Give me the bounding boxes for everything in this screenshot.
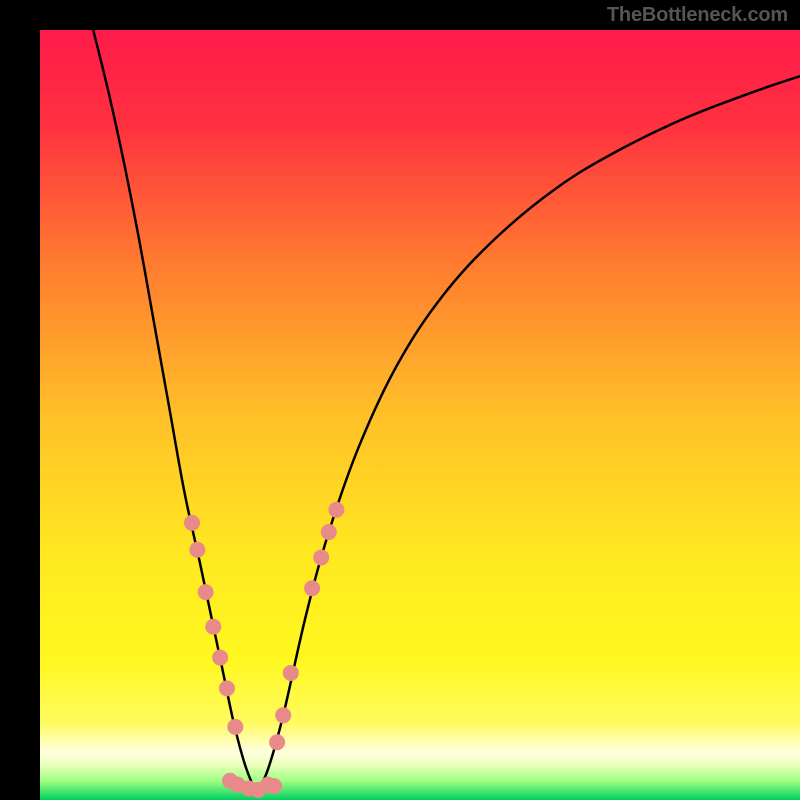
marker-point [283,665,299,681]
marker-point [205,619,221,635]
marker-point [198,584,214,600]
marker-point [328,502,344,518]
marker-point [313,549,329,565]
marker-point [275,707,291,723]
marker-point [266,778,282,794]
marker-point [227,719,243,735]
marker-point [321,524,337,540]
chart-svg [0,0,800,800]
marker-point [184,515,200,531]
marker-point [219,680,235,696]
watermark-text: TheBottleneck.com [607,4,788,27]
marker-point [212,650,228,666]
marker-point [269,734,285,750]
marker-point [304,580,320,596]
marker-point [189,542,205,558]
chart-container: TheBottleneck.com [0,0,800,800]
plot-area [40,30,800,800]
